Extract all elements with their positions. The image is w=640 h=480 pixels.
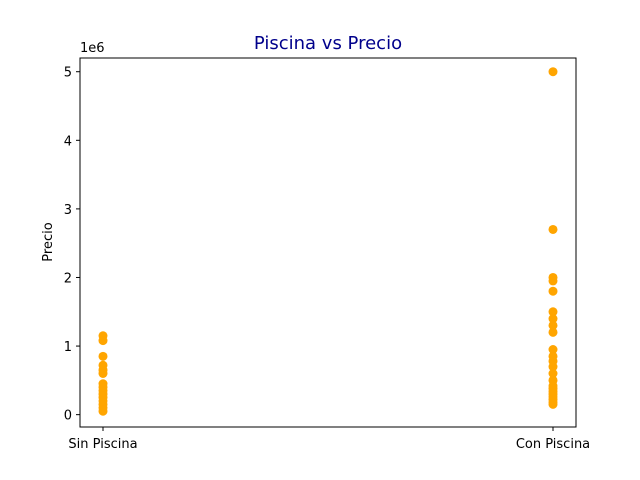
plot-area: [79, 57, 577, 428]
x-tick-label: Sin Piscina: [68, 437, 137, 452]
y-tick-label: 4: [64, 134, 72, 149]
y-tick-label: 0: [64, 409, 72, 424]
scatter-point: [548, 272, 558, 282]
y-tick-label: 1: [64, 340, 72, 355]
scatter-point: [548, 375, 558, 385]
chart-title: Piscina vs Precio: [254, 33, 402, 54]
scatter-point: [548, 314, 558, 324]
y-tick-label: 3: [64, 203, 72, 218]
y-tick-label: 5: [64, 66, 72, 81]
scatter-point: [98, 351, 108, 361]
scatter-point: [548, 224, 558, 234]
scatter-point: [548, 369, 558, 379]
y-axis: 0 1 2 3 4 5: [64, 66, 80, 424]
x-tick-label: Con Piscina: [516, 437, 590, 452]
scatter-point: [98, 331, 108, 341]
data-points: [98, 67, 558, 416]
scatter-point: [548, 286, 558, 296]
y-tick-label: 2: [64, 271, 72, 286]
x-axis: Sin Piscina Con Piscina: [68, 427, 590, 452]
scatter-point: [98, 379, 108, 389]
scatter-point: [98, 360, 108, 370]
y-axis-offset-label: 1e6: [80, 41, 105, 56]
scatter-point: [548, 320, 558, 330]
scatter-point: [548, 351, 558, 361]
scatter-point: [548, 327, 558, 337]
scatter-point: [548, 67, 558, 77]
y-axis-title: Precio: [41, 222, 56, 261]
scatter-point: [548, 344, 558, 354]
scatter-point: [548, 307, 558, 317]
